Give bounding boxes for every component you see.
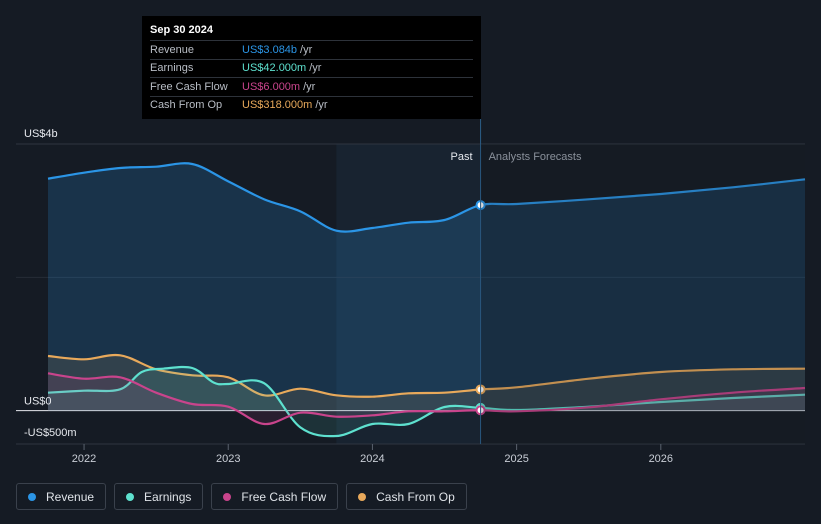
tooltip-unit: /yr — [303, 80, 316, 93]
legend-label: Earnings — [144, 489, 192, 504]
tooltip-label: Free Cash Flow — [150, 80, 228, 93]
legend-dot-icon — [28, 492, 36, 501]
tooltip-label: Earnings — [150, 62, 194, 75]
free-cash-flow-line — [47, 372, 806, 426]
legend-label: Revenue — [46, 489, 95, 504]
tooltip-value: US$3.084b — [242, 43, 298, 56]
legend-label: Free Cash Flow — [241, 489, 327, 504]
tooltip-value: US$6.000m — [242, 80, 301, 93]
tooltip-row-revenue: Revenue US$3.084b/yr — [150, 40, 473, 59]
legend-item-earnings[interactable]: Earnings — [114, 483, 204, 510]
tooltip-label: Revenue — [150, 43, 195, 56]
tooltip-unit: /yr — [315, 99, 328, 112]
hover-tooltip: Sep 30 2024 Revenue US$3.084b/yr Earnings U… — [142, 16, 481, 119]
legend-dot-icon — [126, 492, 135, 501]
tooltip-row-cash-from-op: Cash From Op US$318.000m/yr — [150, 95, 473, 115]
y-tick-label-2: -US$500m — [24, 427, 77, 439]
tooltip-value: US$42.000m — [242, 62, 307, 75]
tooltip-label: Cash From Op — [150, 99, 223, 112]
x-tick-label-2: 2024 — [360, 453, 384, 465]
tooltip-row-free-cash-flow: Free Cash Flow US$6.000m/yr — [150, 77, 473, 96]
tooltip-unit: /yr — [309, 62, 322, 75]
chart-legend: Revenue Earnings Free Cash Flow Cash From O… — [16, 483, 467, 510]
cash-from-op-area — [48, 355, 805, 411]
x-tick-label-4: 2026 — [649, 453, 673, 465]
past-label: Past — [451, 151, 473, 163]
tooltip-unit: /yr — [300, 43, 313, 56]
legend-item-cash-from-op[interactable]: Cash From Op — [346, 483, 467, 510]
forecast-label: Analysts Forecasts — [489, 151, 582, 163]
tooltip-value: US$318.000m — [242, 99, 313, 112]
legend-dot-icon — [358, 492, 367, 501]
earnings-area — [48, 366, 805, 437]
forecast-overlay — [480, 144, 805, 444]
revenue-line — [47, 162, 806, 233]
legend-item-free-cash-flow[interactable]: Free Cash Flow — [211, 483, 339, 510]
x-tick-label-0: 2022 — [72, 453, 96, 465]
x-tick-label-1: 2023 — [216, 453, 240, 465]
tooltip-row-earnings: Earnings US$42.000m/yr — [150, 58, 473, 78]
legend-dot-icon — [223, 492, 232, 501]
x-tick-label-3: 2025 — [504, 453, 528, 465]
y-tick-label-1: US$0 — [24, 396, 52, 408]
legend-item-revenue[interactable]: Revenue — [16, 483, 107, 510]
legend-label: Cash From Op — [376, 489, 455, 504]
revenue-area — [48, 163, 805, 411]
y-tick-label-0: US$4b — [24, 128, 58, 140]
tooltip-date: Sep 30 2024 — [150, 24, 213, 36]
